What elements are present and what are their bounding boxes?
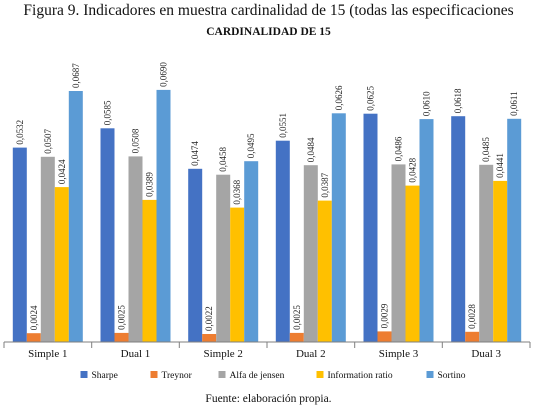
bar-information-ratio-1 [142, 199, 157, 342]
legend-swatch [316, 371, 324, 378]
data-label: 0,0028 [467, 304, 477, 329]
data-label: 0,0441 [495, 153, 505, 178]
data-label: 0,0428 [408, 157, 418, 182]
data-label: 0,0474 [190, 141, 200, 166]
x-tick-label: Dual 1 [121, 348, 151, 360]
data-label: 0,0611 [509, 91, 519, 115]
bar-treynor-4 [377, 331, 392, 342]
data-label: 0,0532 [15, 120, 25, 145]
bar-alfa-de-jensen-4 [391, 164, 406, 342]
data-label: 0,0687 [71, 63, 81, 88]
bar-treynor-0 [26, 333, 41, 342]
bar-sharpe-3 [275, 140, 290, 342]
bar-alfa-de-jensen-5 [479, 164, 494, 342]
data-label: 0,0486 [394, 136, 404, 161]
bar-alfa-de-jensen-1 [128, 156, 143, 342]
bar-alfa-de-jensen-3 [303, 165, 318, 342]
data-label: 0,0508 [131, 128, 141, 153]
bar-alfa-de-jensen-0 [40, 156, 55, 342]
data-label: 0,0024 [29, 305, 39, 330]
data-label: 0,0387 [320, 172, 330, 197]
bar-chart: CARDINALIDAD DE 15 0,0532 0,0024 0,0507 0,0… [0, 22, 537, 387]
data-label: 0,0495 [246, 133, 256, 158]
x-tick-label: Simple 2 [203, 348, 242, 360]
chart-svg: CARDINALIDAD DE 15 0,05320,00240,05070,0… [3, 26, 531, 381]
bar-sharpe-0 [12, 147, 27, 342]
bar-sharpe-2 [188, 168, 203, 342]
legend-swatch [80, 371, 88, 378]
data-label: 0,0626 [334, 85, 344, 110]
bar-sortino-4 [419, 119, 434, 342]
x-tick-label: Dual 3 [471, 348, 501, 360]
bar-treynor-2 [202, 334, 217, 342]
data-label: 0,0025 [117, 305, 127, 330]
bar-treynor-5 [465, 331, 480, 342]
data-label: 0,0025 [292, 305, 302, 330]
chart-title: CARDINALIDAD DE 15 [206, 26, 331, 38]
legend-label: Information ratio [328, 370, 393, 381]
bar-treynor-1 [114, 332, 129, 342]
bar-sortino-1 [156, 89, 171, 343]
data-label: 0,0507 [43, 129, 53, 154]
bar-sortino-0 [68, 91, 83, 342]
legend-label: Sharpe [92, 371, 118, 381]
data-label: 0,0618 [453, 88, 463, 113]
x-axis: Simple 1 Dual 1 Simple 2 Dual 2 Simple 3 Dual… [3, 341, 531, 360]
legend-swatch [426, 371, 434, 378]
data-label: 0,0610 [422, 91, 432, 116]
bar-information-ratio-3 [317, 200, 332, 342]
bar-information-ratio-4 [405, 185, 420, 342]
legend-label: Alfa de jensen [230, 370, 285, 381]
legend-label: Treynor [162, 371, 193, 381]
legend-swatch [218, 371, 226, 378]
bar-information-ratio-5 [493, 180, 508, 342]
data-label: 0,0458 [218, 146, 228, 171]
bar-sharpe-4 [363, 113, 378, 342]
data-label: 0,0585 [103, 100, 113, 125]
bar-sharpe-5 [451, 116, 466, 342]
data-label: 0,0625 [366, 85, 376, 110]
bar-alfa-de-jensen-2 [216, 174, 231, 342]
data-label: 0,0029 [380, 303, 390, 328]
data-label: 0,0389 [145, 172, 155, 197]
x-tick-label: Simple 1 [28, 348, 67, 360]
legend-swatch [150, 371, 158, 378]
data-label: 0,0484 [306, 137, 316, 162]
source-note: Fuente: elaboración propia. [205, 393, 332, 405]
bar-sortino-3 [331, 113, 346, 342]
bar-sortino-5 [507, 118, 522, 342]
x-tick-label: Dual 2 [296, 348, 326, 360]
data-label: 0,0551 [278, 113, 288, 138]
data-label: 0,0690 [159, 62, 169, 87]
data-label: 0,0485 [481, 137, 491, 162]
bar-information-ratio-2 [230, 207, 245, 342]
data-label: 0,0424 [57, 159, 67, 184]
data-label: 0,0022 [204, 306, 214, 331]
bar-treynor-3 [289, 332, 304, 342]
legend: Sharpe Treynor Alfa de jensen Information r… [80, 370, 466, 381]
figure-caption: Figura 9. Indicadores en muestra cardina… [23, 2, 514, 19]
bar-sharpe-1 [100, 128, 115, 342]
bar-sortino-2 [244, 161, 259, 342]
x-tick-label: Simple 3 [379, 348, 419, 360]
bars-layer: 0,0532 0,0024 0,0507 0,0424 0,0687 0,0585 0,00… [12, 62, 522, 343]
data-label: 0,0368 [232, 179, 242, 204]
bar-information-ratio-0 [54, 187, 69, 342]
legend-label: Sortino [438, 371, 466, 381]
